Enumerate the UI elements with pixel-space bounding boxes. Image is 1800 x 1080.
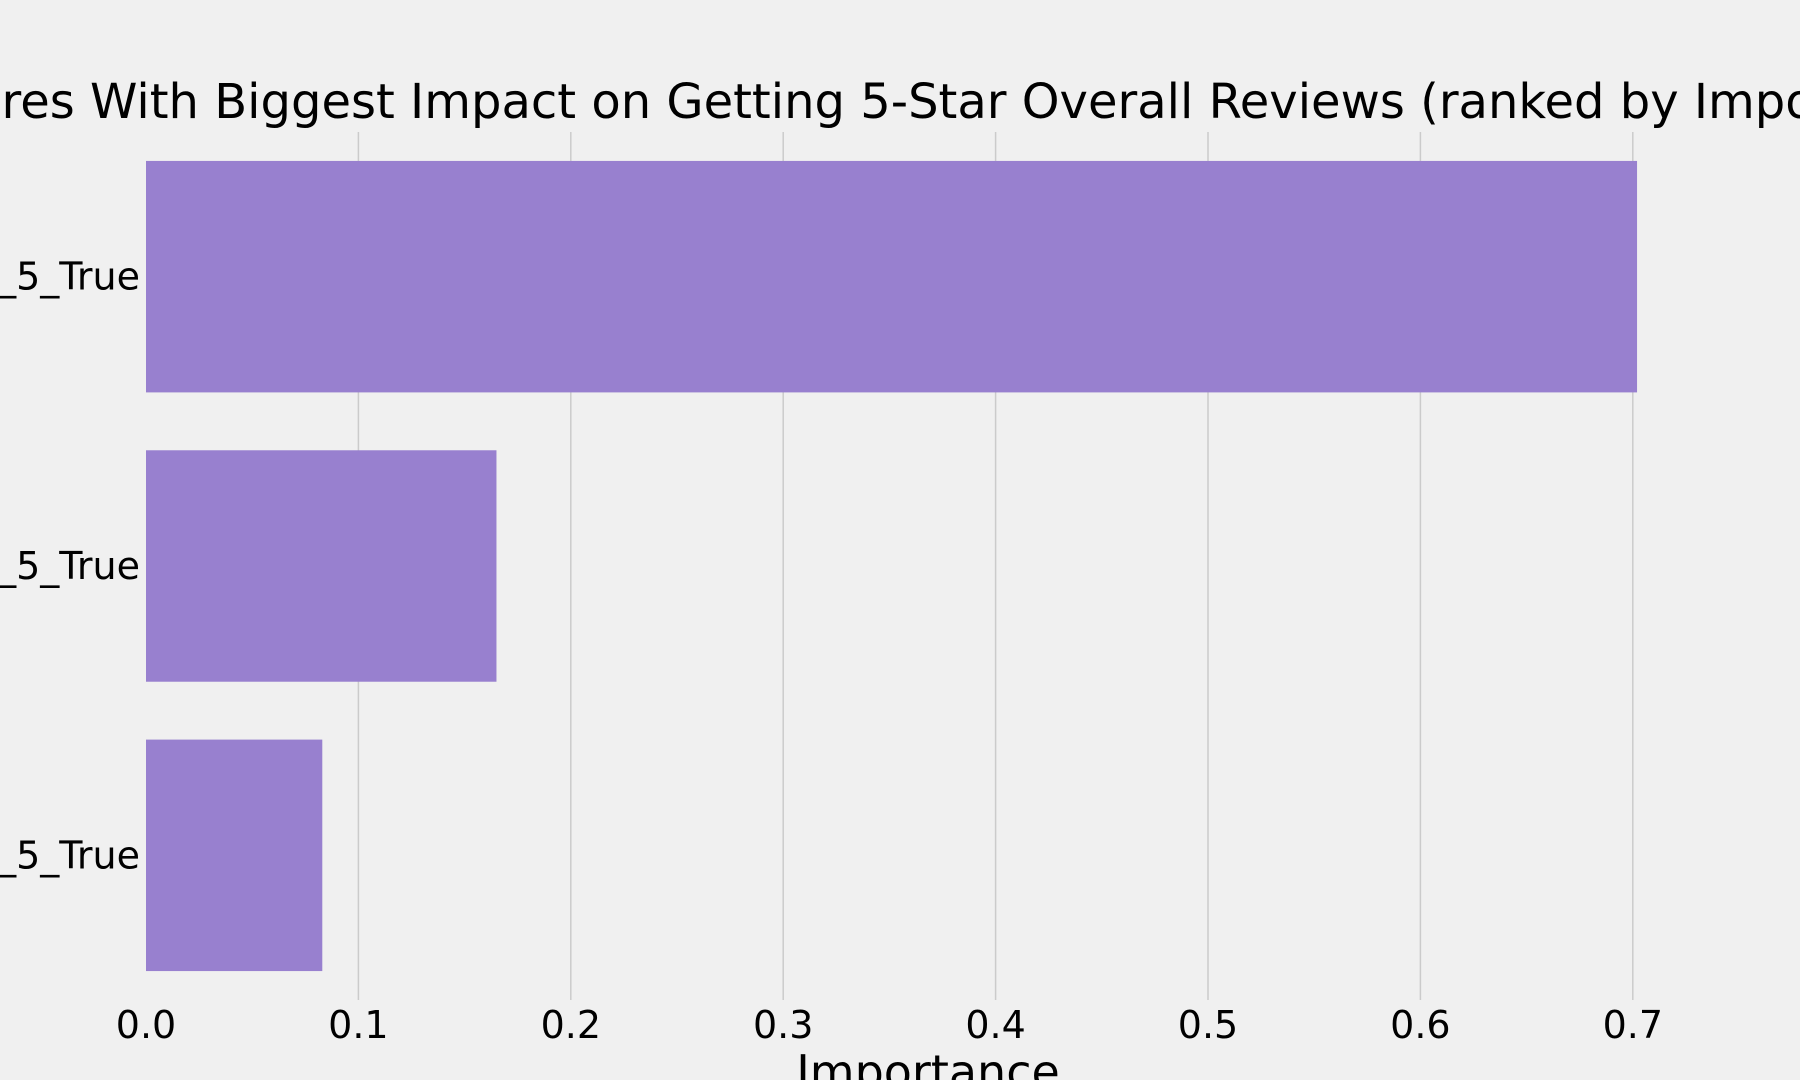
chart-title: Features With Biggest Impact on Getting … xyxy=(0,74,1800,130)
y-tick-label: _5_True xyxy=(0,544,140,588)
x-tick-label: 0.2 xyxy=(541,1003,601,1047)
y-tick-label: _5_True xyxy=(0,833,140,877)
x-tick-label: 0.4 xyxy=(965,1003,1025,1047)
bar-layer xyxy=(146,160,1638,972)
x-axis-label: Importance xyxy=(796,1045,1060,1080)
bar-2 xyxy=(146,450,497,682)
x-tick-label: 0.3 xyxy=(753,1003,813,1047)
x-tick-label: 0.1 xyxy=(328,1003,388,1047)
x-tick-label: 0.6 xyxy=(1390,1003,1450,1047)
bar-1 xyxy=(146,160,1638,393)
bar-3 xyxy=(146,739,323,972)
x-tick-label: 0.0 xyxy=(116,1003,176,1047)
x-tick-labels: 0.0 0.1 0.2 0.3 0.4 0.5 0.6 0.7 xyxy=(116,1003,1663,1047)
x-tick-label: 0.5 xyxy=(1178,1003,1238,1047)
x-tick-label: 0.7 xyxy=(1603,1003,1663,1047)
y-tick-label: _5_True xyxy=(0,255,140,299)
y-tick-labels: _5_True _5_True _5_True xyxy=(0,255,140,878)
